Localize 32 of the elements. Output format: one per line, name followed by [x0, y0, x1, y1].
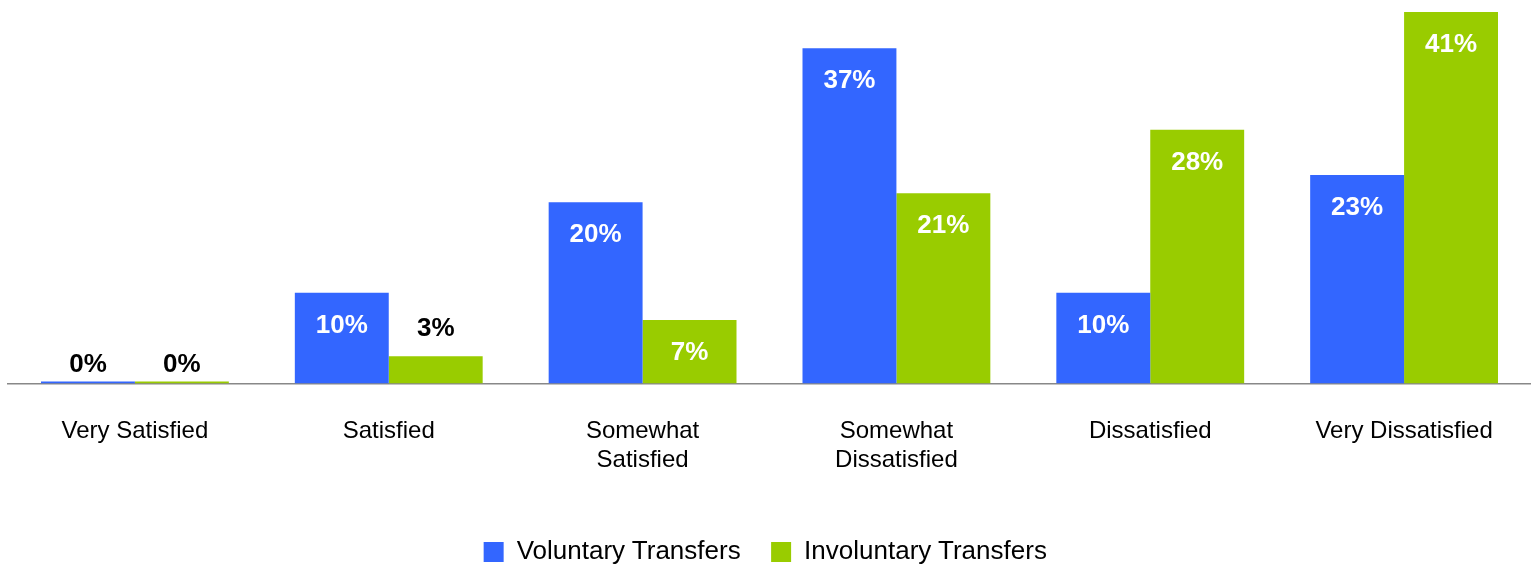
bar	[1310, 175, 1405, 384]
data-label: 0%	[163, 347, 201, 378]
legend-label: Involuntary Transfers	[804, 535, 1047, 566]
data-label: 20%	[569, 218, 622, 249]
data-label: 21%	[917, 209, 970, 240]
bar	[642, 319, 737, 384]
bar	[1150, 129, 1245, 384]
x-tick-label: Somewhat Satisfied	[585, 416, 700, 473]
x-tick-label: Dissatisfied	[1088, 416, 1212, 444]
bar	[802, 48, 897, 384]
data-label: 3%	[416, 312, 455, 343]
data-label: 37%	[823, 64, 876, 95]
x-tick-label: Very Dissatisfied	[1315, 416, 1493, 444]
bar	[896, 193, 991, 384]
bar	[548, 202, 643, 384]
bar	[294, 292, 389, 384]
data-label: 7%	[670, 336, 709, 367]
data-label: 41%	[1425, 28, 1478, 59]
data-label: 0%	[69, 347, 107, 378]
bar	[41, 381, 135, 384]
data-label: 28%	[1171, 145, 1224, 176]
x-tick-label: Satisfied	[342, 416, 435, 444]
legend-label: Voluntary Transfers	[516, 535, 741, 566]
data-label: 10%	[1077, 308, 1130, 339]
x-tick-label: Very Satisfied	[61, 416, 209, 444]
bar	[1056, 292, 1151, 384]
bar	[388, 356, 483, 384]
data-label: 10%	[315, 308, 368, 339]
bar	[134, 381, 229, 384]
bar	[1404, 12, 1498, 384]
x-tick-label: Somewhat Dissatisfied	[835, 416, 958, 473]
data-label: 23%	[1331, 191, 1384, 222]
